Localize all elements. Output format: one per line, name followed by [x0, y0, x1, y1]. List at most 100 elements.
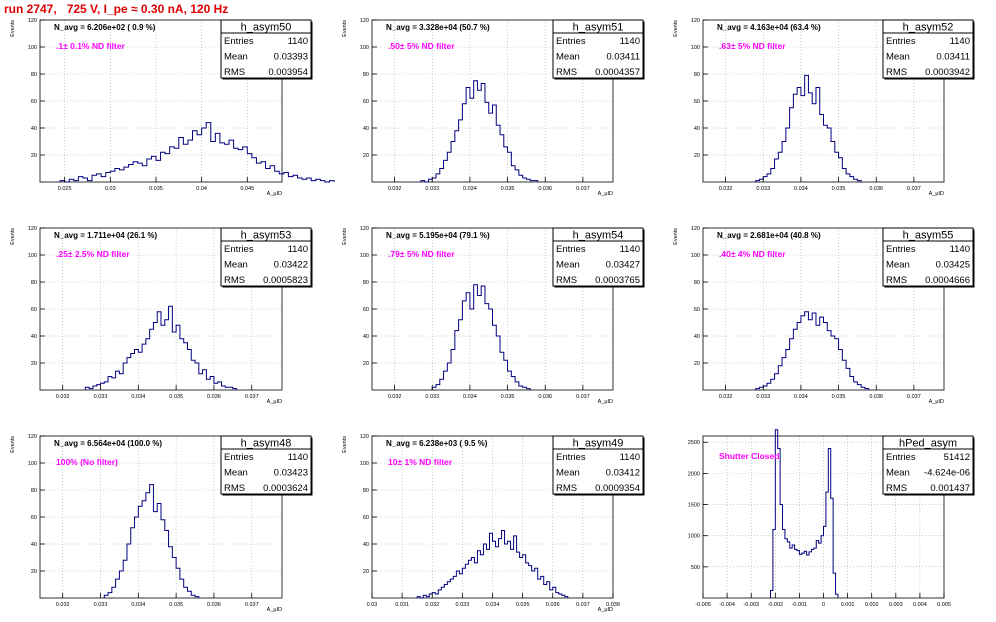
stats-box-frame [220, 19, 312, 79]
histogram-name: h_asym53 [241, 230, 292, 242]
stat-value: 0.03427 [606, 260, 640, 271]
y-tick-label: 20 [363, 361, 369, 367]
y-tick-label: 60 [363, 307, 369, 313]
y-axis-label: Events [10, 436, 16, 453]
filter-annotation: Shutter Closed [719, 451, 779, 461]
x-tick-label: 0.032 [56, 602, 70, 608]
x-tick-label: 0.033 [756, 186, 770, 192]
stat-label: Entries [224, 452, 254, 463]
y-tick-label: 80 [694, 280, 700, 286]
x-tick-label: -0.005 [695, 602, 711, 608]
navg-label: N_avg = 6.206e+02 ( 0.9 %) [54, 23, 156, 32]
y-tick-label: 20 [694, 361, 700, 367]
y-tick-label: 100 [691, 45, 700, 51]
stats-box: h_asym49 Entries 1140 Mean 0.03412 RMS 0.00093… [552, 435, 645, 496]
stat-label: Mean [886, 468, 910, 479]
navg-label: N_avg = 2.681e+04 (40.8 %) [717, 231, 821, 240]
x-tick-label: -0.003 [743, 602, 759, 608]
y-axis-label: Events [10, 20, 16, 37]
y-tick-label: 120 [28, 226, 37, 232]
y-tick-label: 20 [363, 153, 369, 159]
histogram-panel-h_asym55: 0.032 0.033 0.034 0.035 0.036 0.037 20 40 60 80 10… [673, 226, 975, 405]
x-axis-label: A_μID [929, 399, 944, 405]
x-tick-label: 0.035 [169, 602, 183, 608]
histogram-name: h_asym52 [903, 22, 954, 34]
x-tick-label: 0.037 [576, 186, 590, 192]
stat-label: Entries [556, 452, 586, 463]
stat-value: 0.03422 [274, 260, 308, 271]
histogram-panel-h_asym51: 0.032 0.033 0.034 0.035 0.036 0.037 20 40 60 80 10… [342, 18, 645, 197]
y-tick-label: 100 [28, 45, 37, 51]
x-tick-label: 0.003 [889, 602, 903, 608]
x-axis-label: A_μID [929, 191, 944, 197]
x-tick-label: 0.035 [501, 186, 515, 192]
x-tick-label: 0.035 [516, 602, 530, 608]
y-tick-label: 60 [363, 515, 369, 521]
filter-annotation: 100% (No filter) [56, 457, 118, 467]
navg-label: N_avg = 1.711e+04 (26.1 %) [54, 231, 158, 240]
stat-label: Mean [224, 468, 248, 479]
y-tick-label: 100 [28, 253, 37, 259]
stat-label: Mean [886, 52, 910, 63]
stat-value: -4.624e-06 [924, 468, 970, 479]
x-tick-label: 0.033 [455, 602, 469, 608]
stats-box-frame [882, 19, 974, 79]
stats-box-frame [552, 227, 644, 287]
navg-label: N_avg = 6.564e+04 (100.0 %) [54, 439, 162, 448]
histogram-series-line [769, 429, 839, 598]
y-axis-label: Events [673, 20, 679, 37]
y-tick-label: 40 [694, 126, 700, 132]
x-tick-label: 0.036 [538, 186, 552, 192]
stat-label: Entries [886, 244, 916, 255]
x-tick-label: 0.032 [719, 186, 733, 192]
x-axis-label: A_μID [267, 607, 282, 613]
navg-label: N_avg = 6.238e+03 ( 9.5 %) [386, 439, 488, 448]
stat-label: RMS [556, 67, 577, 78]
histogram-panel-h_asym53: 0.032 0.033 0.034 0.035 0.036 0.037 20 40 60 80 10… [10, 226, 313, 405]
x-tick-label: -0.002 [767, 602, 783, 608]
histogram-series-line [420, 80, 539, 183]
stat-value: 0.03411 [606, 52, 640, 63]
x-tick-label: 0.034 [486, 602, 500, 608]
stat-label: RMS [556, 483, 577, 494]
x-tick-label: 0.033 [756, 394, 770, 400]
y-tick-label: 120 [28, 18, 37, 24]
y-tick-label: 40 [31, 334, 37, 340]
x-tick-label: 0.033 [425, 394, 439, 400]
x-tick-label: 0 [822, 602, 825, 608]
y-tick-label: 2000 [688, 471, 700, 477]
x-tick-label: 0.005 [937, 602, 951, 608]
histogram-panel-h_asym50: 0.025 0.03 0.035 0.04 0.045 20 40 60 80 100 120 Eve… [10, 18, 335, 197]
stat-value: 1140 [620, 36, 640, 47]
y-axis-label: Events [342, 436, 348, 453]
x-tick-label: 0.045 [240, 186, 254, 192]
filter-annotation: .25± 2.5% ND filter [56, 249, 130, 259]
y-tick-label: 40 [363, 334, 369, 340]
stat-label: Mean [886, 260, 910, 271]
stat-label: Entries [886, 452, 916, 463]
filter-annotation: .79± 5% ND filter [388, 249, 455, 259]
y-tick-label: 60 [31, 515, 37, 521]
stat-label: RMS [224, 275, 245, 286]
stat-value: 0.03411 [936, 52, 970, 63]
stat-label: Entries [556, 36, 586, 47]
histogram-series-line [431, 284, 531, 390]
y-tick-label: 1500 [688, 503, 700, 509]
stat-value: 0.0004666 [925, 275, 970, 286]
x-tick-label: 0.034 [794, 186, 808, 192]
histogram-name: h_asym54 [573, 230, 624, 242]
x-tick-label: 0.036 [207, 602, 221, 608]
histogram-panel-h_asym49: 0.03 0.031 0.032 0.033 0.034 0.035 0.036 0.037 0… [342, 434, 645, 613]
y-tick-label: 60 [694, 307, 700, 313]
x-tick-label: 0.033 [425, 186, 439, 192]
stats-box-frame [220, 435, 312, 495]
histogram-panel-h_asym52: 0.032 0.033 0.034 0.035 0.036 0.037 20 40 60 80 10… [673, 18, 975, 197]
stats-box: h_asym50 Entries 1140 Mean 0.03393 RMS 0.00395… [220, 19, 313, 80]
y-tick-label: 2500 [688, 440, 700, 446]
y-axis-label: Events [342, 228, 348, 245]
y-tick-label: 120 [28, 434, 37, 440]
y-tick-label: 80 [694, 72, 700, 78]
stat-label: RMS [224, 67, 245, 78]
stats-box: h_asym55 Entries 1140 Mean 0.03425 RMS 0.00046… [882, 227, 975, 288]
